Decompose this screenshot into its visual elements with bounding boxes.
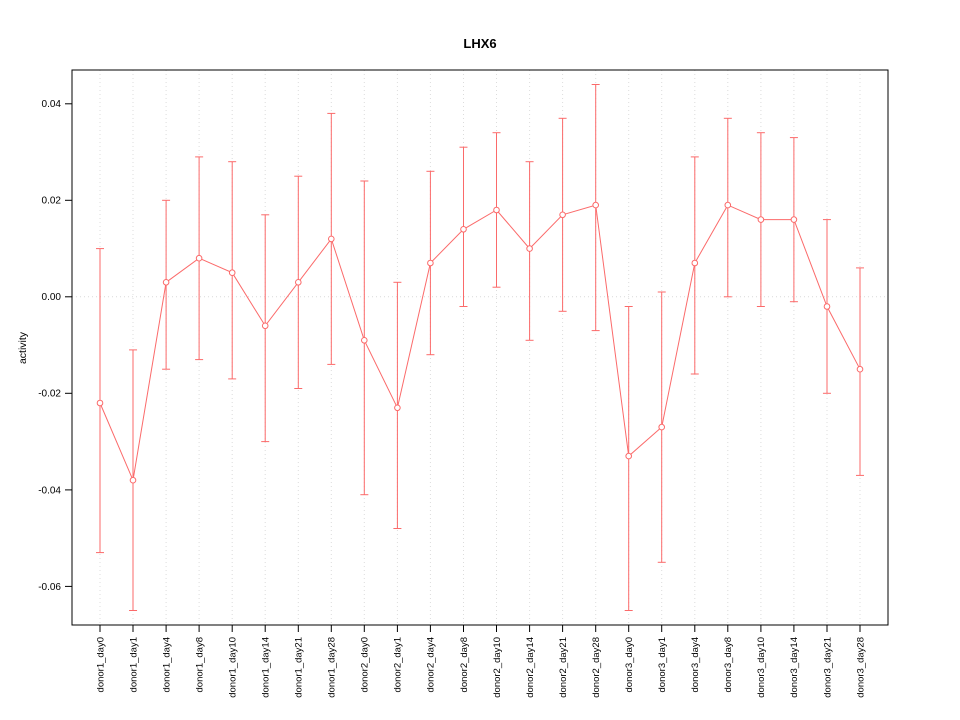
y-tick-label: -0.02 — [38, 389, 61, 400]
x-tick-label: donor1_day21 — [294, 637, 305, 698]
y-tick-label: 0.02 — [42, 196, 62, 207]
x-tick-label: donor1_day14 — [261, 637, 272, 698]
x-tick-label: donor3_day14 — [789, 637, 800, 698]
data-point — [625, 452, 633, 460]
data-point — [195, 254, 203, 262]
y-axis-title: activity — [17, 331, 29, 364]
data-point — [427, 259, 434, 267]
data-point — [96, 399, 104, 407]
x-tick-label: donor3_day1 — [657, 637, 668, 692]
data-point — [592, 201, 600, 209]
data-point — [129, 476, 137, 484]
error-bars — [96, 84, 864, 611]
y-tick-label: -0.04 — [38, 485, 61, 496]
x-tick-label: donor2_day4 — [426, 637, 437, 692]
x-tick-label: donor1_day10 — [228, 637, 239, 698]
data-point — [295, 279, 302, 286]
data-point — [790, 216, 798, 223]
y-tick-label: 0.00 — [42, 292, 62, 303]
x-tick-label: donor3_day0 — [624, 637, 635, 692]
data-point — [559, 211, 566, 219]
x-tick-label: donor2_day10 — [492, 637, 503, 698]
x-tick-label: donor2_day1 — [393, 637, 404, 692]
data-point — [856, 365, 864, 373]
data-point — [757, 216, 765, 223]
x-tick-label: donor3_day8 — [723, 637, 734, 692]
x-tick-label: donor1_day28 — [327, 637, 338, 698]
x-tick-label: donor3_day10 — [756, 637, 767, 698]
x-tick-label: donor3_day4 — [690, 637, 701, 692]
data-point — [261, 322, 269, 330]
series-line — [99, 204, 861, 482]
x-tick-label: donor1_day4 — [161, 637, 172, 692]
x-tick-label: donor1_day0 — [95, 637, 106, 692]
y-axis: -0.06 -0.04 -0.02 0.00 0.02 0.04 — [38, 99, 72, 593]
x-tick-label: donor3_day28 — [855, 637, 866, 698]
vertical-gridlines — [99, 70, 861, 625]
x-tick-label: donor2_day28 — [591, 637, 602, 698]
data-point — [493, 206, 500, 214]
x-tick-label: donor2_day21 — [558, 637, 569, 698]
data-point — [460, 226, 467, 233]
x-tick-label: donor2_day14 — [525, 637, 536, 698]
data-point — [724, 201, 732, 209]
x-tick-label: donor2_day0 — [360, 637, 371, 692]
data-point — [361, 337, 368, 344]
x-axis: donor1_day0 donor1_day1 donor1_day4 donor1_… — [95, 625, 866, 698]
x-tick-label: donor1_day1 — [128, 637, 139, 692]
data-point — [228, 269, 236, 277]
plot-box — [71, 69, 889, 626]
x-tick-label: donor3_day21 — [822, 637, 833, 698]
y-tick-label: 0.04 — [42, 99, 62, 110]
data-point — [526, 245, 533, 252]
data-point — [691, 259, 699, 267]
data-point — [658, 423, 666, 431]
data-point — [328, 235, 335, 243]
data-point — [162, 279, 170, 286]
y-tick-label: -0.06 — [38, 582, 61, 593]
x-tick-label: donor2_day8 — [459, 637, 470, 692]
chart-title: LHX6 — [463, 36, 497, 51]
x-tick-label: donor1_day8 — [194, 637, 205, 692]
data-points — [96, 201, 864, 484]
data-point — [394, 404, 401, 412]
data-point — [823, 303, 831, 310]
